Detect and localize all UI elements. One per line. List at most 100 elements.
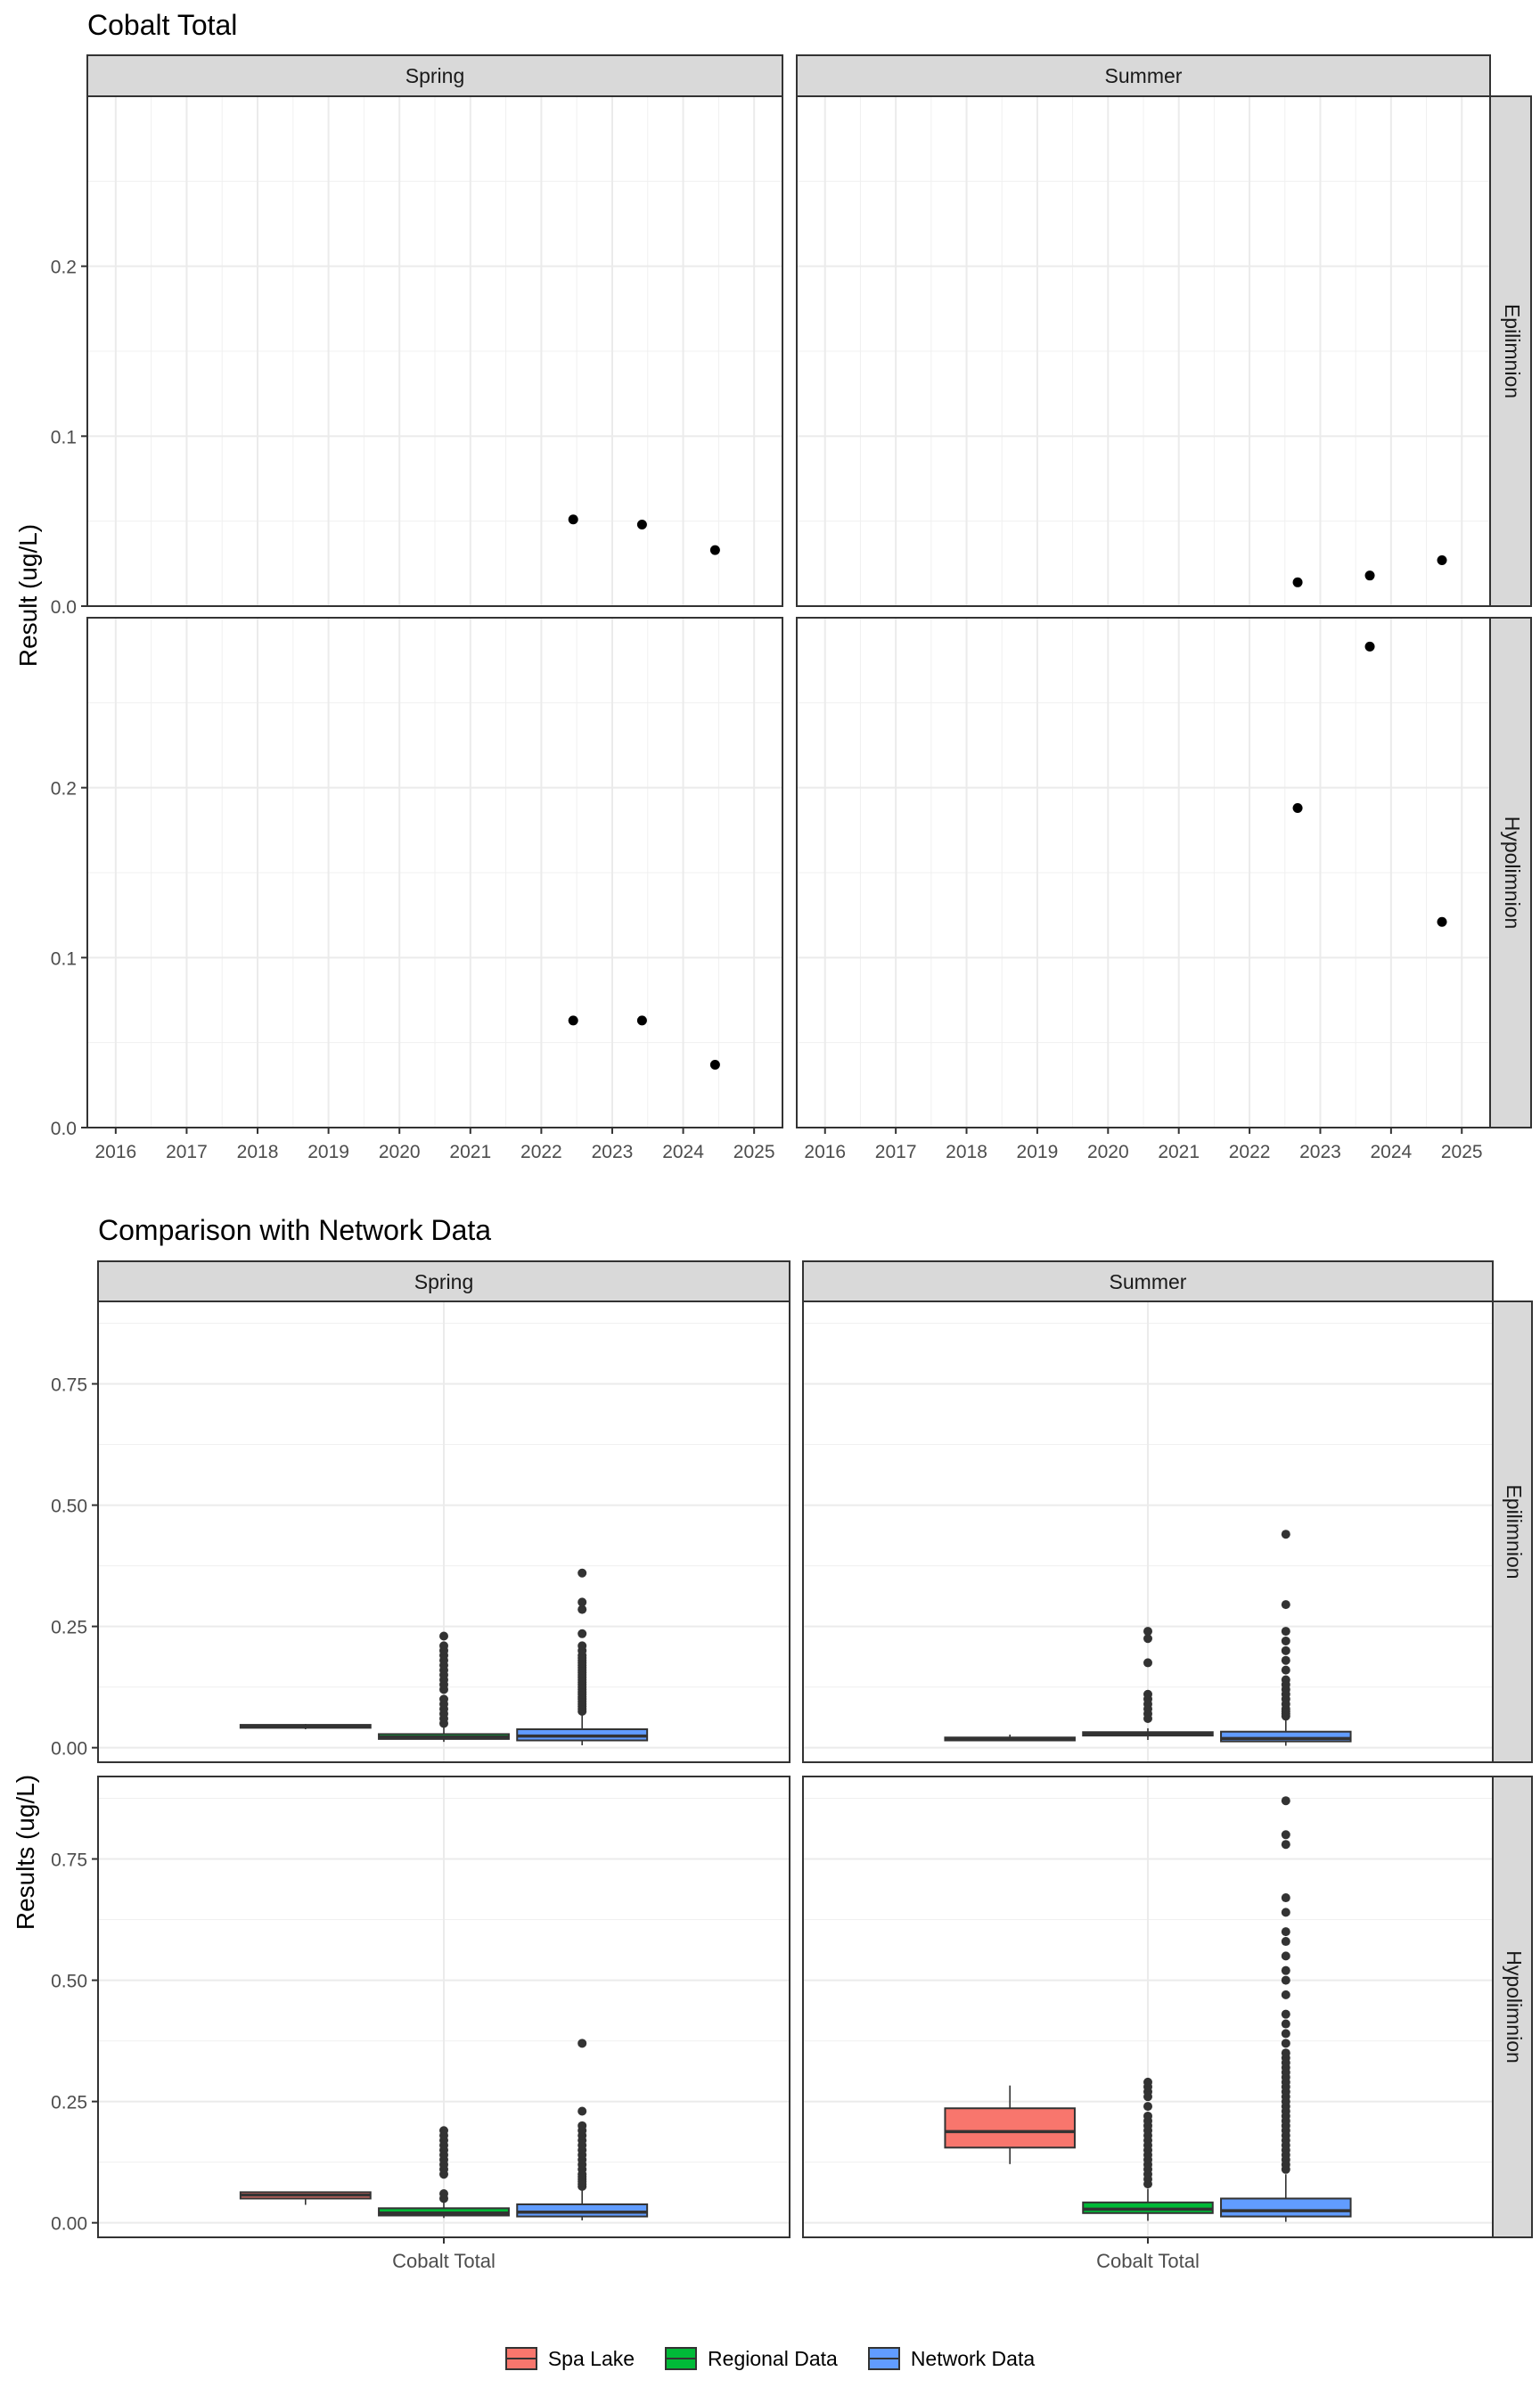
legend-item-regional-data: Regional Data: [665, 2347, 838, 2371]
y-tick-label: 0.1: [51, 427, 77, 447]
outlier-point: [578, 1569, 586, 1578]
x-tick-label: 2025: [1441, 1142, 1483, 1162]
data-point: [637, 1015, 647, 1025]
facet-label-spring: Spring: [405, 64, 464, 87]
x-tick-label: 2023: [1299, 1142, 1341, 1162]
data-point: [1365, 570, 1375, 580]
outlier-point: [1282, 1666, 1290, 1675]
legend-key-network-data: [868, 2347, 900, 2370]
outlier-point: [1143, 2112, 1152, 2121]
x-tick-label: 2019: [1017, 1142, 1059, 1162]
outlier-point: [578, 2107, 586, 2116]
x-tick-label: 2023: [592, 1142, 634, 1162]
data-point: [710, 1060, 720, 1070]
outlier-point: [1282, 1840, 1290, 1849]
y-tick-label: 0.75: [51, 1375, 87, 1396]
legend: Spa Lake Regional Data Network Data: [0, 2339, 1540, 2378]
outlier-point: [1282, 1966, 1290, 1975]
outlier-point: [1282, 2048, 1290, 2057]
facet-label-hypolimnion: Hypolimnion: [1503, 1950, 1526, 2064]
data-point: [1438, 917, 1447, 927]
x-tick-label: 2016: [804, 1142, 846, 1162]
outlier-point: [439, 1641, 448, 1650]
outlier-point: [1282, 1830, 1290, 1839]
y-tick-label: 0.00: [51, 2214, 87, 2235]
x-tick-label: 2020: [1087, 1142, 1129, 1162]
box-body: [1221, 2198, 1351, 2216]
y-tick-label: 0.75: [51, 1850, 87, 1871]
outlier-point: [578, 2039, 586, 2047]
outlier-point: [1282, 1530, 1290, 1539]
boxplot-facet-chart: Spring SummerEpilimnionHypolimnion0.000.2…: [0, 1194, 1540, 2371]
facet-label-spring: Spring: [414, 1270, 473, 1293]
outlier-point: [1282, 1627, 1290, 1636]
data-point: [710, 546, 720, 555]
outlier-point: [1282, 2029, 1290, 2038]
outlier-point: [578, 2121, 586, 2130]
y-tick-label: 0.50: [51, 1972, 87, 1992]
x-tick-label: 2019: [307, 1142, 349, 1162]
outlier-point: [1282, 1908, 1290, 1916]
legend-item-network-data: Network Data: [868, 2347, 1035, 2371]
outlier-point: [1282, 1656, 1290, 1665]
box-body: [517, 2204, 647, 2217]
y-tick-label: 0.50: [51, 1497, 87, 1517]
outlier-point: [1282, 1937, 1290, 1946]
facet-label-summer: Summer: [1110, 1270, 1187, 1293]
data-point: [1438, 555, 1447, 565]
x-tick-label: 2022: [1229, 1142, 1271, 1162]
outlier-point: [1282, 1796, 1290, 1805]
outlier-point: [1282, 1990, 1290, 1999]
x-tick-label: 2022: [520, 1142, 562, 1162]
facet-label-hypolimnion: Hypolimnion: [1501, 816, 1524, 930]
outlier-point: [1282, 1675, 1290, 1684]
x-tick-label: Cobalt Total: [1096, 2250, 1200, 2272]
legend-label-spa-lake: Spa Lake: [548, 2347, 635, 2371]
outlier-point: [439, 1632, 448, 1641]
outlier-point: [1282, 1646, 1290, 1655]
x-tick-label: 2017: [875, 1142, 917, 1162]
y-tick-label: 0.0: [51, 1119, 77, 1139]
legend-label-regional-data: Regional Data: [708, 2347, 838, 2371]
y-tick-label: 0.25: [51, 1618, 87, 1638]
outlier-point: [439, 2126, 448, 2135]
outlier-point: [1143, 2078, 1152, 2087]
outlier-point: [1282, 1893, 1290, 1902]
outlier-point: [1143, 1690, 1152, 1699]
y-tick-label: 0.2: [51, 779, 77, 800]
outlier-point: [1143, 1627, 1152, 1636]
y-tick-label: 0.25: [51, 2093, 87, 2113]
scatter-facet-chart: Spring Summer Epilimnion Hypolimnion 0.0 0.1 0…: [0, 0, 1540, 1194]
x-tick-label: 2018: [237, 1142, 279, 1162]
outlier-point: [1282, 1951, 1290, 1960]
data-point: [1293, 803, 1303, 813]
legend-label-network-data: Network Data: [911, 2347, 1035, 2371]
outlier-point: [439, 1694, 448, 1703]
outlier-point: [1282, 2039, 1290, 2047]
x-tick-label: 2025: [733, 1142, 775, 1162]
x-tick-label: 2020: [379, 1142, 421, 1162]
x-tick-label: 2018: [946, 1142, 987, 1162]
y-tick-label: 0.00: [51, 1739, 87, 1760]
x-tick-label: 2016: [94, 1142, 136, 1162]
facet-label-summer: Summer: [1105, 64, 1183, 87]
x-tick-label: 2021: [1158, 1142, 1200, 1162]
x-tick-label: Cobalt Total: [392, 2250, 496, 2272]
data-point: [569, 514, 578, 524]
legend-item-spa-lake: Spa Lake: [505, 2347, 635, 2371]
outlier-point: [1282, 2010, 1290, 2019]
x-tick-label: 2024: [662, 1142, 704, 1162]
outlier-point: [1143, 2102, 1152, 2111]
outlier-point: [439, 2189, 448, 2198]
data-point: [1365, 642, 1375, 652]
data-point: [1293, 578, 1303, 587]
outlier-point: [1282, 1927, 1290, 1936]
legend-key-spa-lake: [505, 2347, 537, 2370]
y-tick-label: 0.0: [51, 597, 77, 618]
outlier-point: [1282, 1637, 1290, 1645]
data-point: [569, 1015, 578, 1025]
outlier-point: [1282, 2020, 1290, 2029]
x-tick-label: 2024: [1370, 1142, 1412, 1162]
y-tick-label: 0.1: [51, 948, 77, 969]
